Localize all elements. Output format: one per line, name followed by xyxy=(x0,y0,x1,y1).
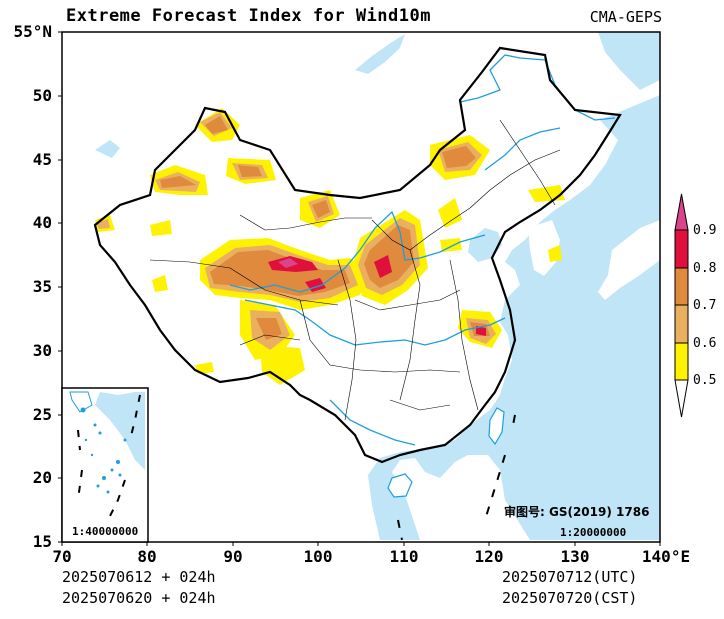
main-map-scale: 1:20000000 xyxy=(560,526,627,539)
lon-label-120: 120 xyxy=(474,547,504,566)
axis-ticks xyxy=(58,31,661,546)
lon-label-140: 140°E xyxy=(641,547,691,566)
lon-label-130: 130 xyxy=(560,547,590,566)
legend-label-0.9: 0.9 xyxy=(693,223,717,238)
sea-of-okhotsk xyxy=(598,32,660,90)
hainan-island xyxy=(387,473,413,498)
lat-label-50: 50 xyxy=(32,86,52,105)
legend-label-0.7: 0.7 xyxy=(693,298,717,313)
yangtze-river xyxy=(244,299,506,346)
taiwan-island xyxy=(488,407,505,446)
legend-label-0.8: 0.8 xyxy=(693,261,717,276)
lat-label-45: 45 xyxy=(32,150,52,169)
caspian-area-lake xyxy=(95,140,120,158)
south-china-sea-inset xyxy=(61,387,149,543)
lon-label-80: 80 xyxy=(137,547,157,566)
lon-label-90: 90 xyxy=(223,547,243,566)
lat-label-30: 30 xyxy=(32,341,52,360)
legend-label-0.6: 0.6 xyxy=(693,336,717,351)
heilong-river xyxy=(459,54,616,121)
lat-label-15: 15 xyxy=(32,532,52,551)
map-review-number: 审图号: GS(2019) 1786 xyxy=(504,505,650,519)
dashed-lines xyxy=(397,414,516,541)
lat-label-55: 55°N xyxy=(13,22,52,41)
lat-label-20: 20 xyxy=(32,468,52,487)
china-border xyxy=(93,46,622,464)
init-time-cst: 2025070620 + 024h xyxy=(62,589,216,607)
japan-islands xyxy=(598,220,660,300)
lake-baikal xyxy=(355,34,405,74)
songhua-river xyxy=(484,127,561,171)
legend-label-0.5: 0.5 xyxy=(693,373,717,388)
lon-label-100: 100 xyxy=(303,547,333,566)
lon-label-70: 70 xyxy=(52,547,72,566)
lat-label-25: 25 xyxy=(32,405,52,424)
valid-time-cst: 2025070720(CST) xyxy=(502,589,638,607)
province-borders xyxy=(149,119,561,421)
model-source: CMA-GEPS xyxy=(589,8,662,26)
chart-title: Extreme Forecast Index for Wind10m xyxy=(66,6,431,26)
valid-time-utc: 2025070712(UTC) xyxy=(502,568,638,586)
inset-map-scale: 1:40000000 xyxy=(72,525,139,538)
init-time-utc: 2025070612 + 024h xyxy=(62,568,216,586)
bohai-sea xyxy=(468,228,502,262)
lon-label-110: 110 xyxy=(389,547,419,566)
legend-colorbar xyxy=(674,193,689,418)
korea-peninsula xyxy=(528,220,560,276)
lat-label-35: 35 xyxy=(32,277,52,296)
efi-level-0.9 xyxy=(278,258,298,268)
ocean-areas xyxy=(95,32,660,540)
yellow-river xyxy=(229,210,486,293)
pearl-river xyxy=(329,399,416,446)
lat-label-40: 40 xyxy=(32,213,52,232)
rivers xyxy=(229,54,616,446)
islands xyxy=(387,220,660,498)
east-sea xyxy=(368,95,660,540)
